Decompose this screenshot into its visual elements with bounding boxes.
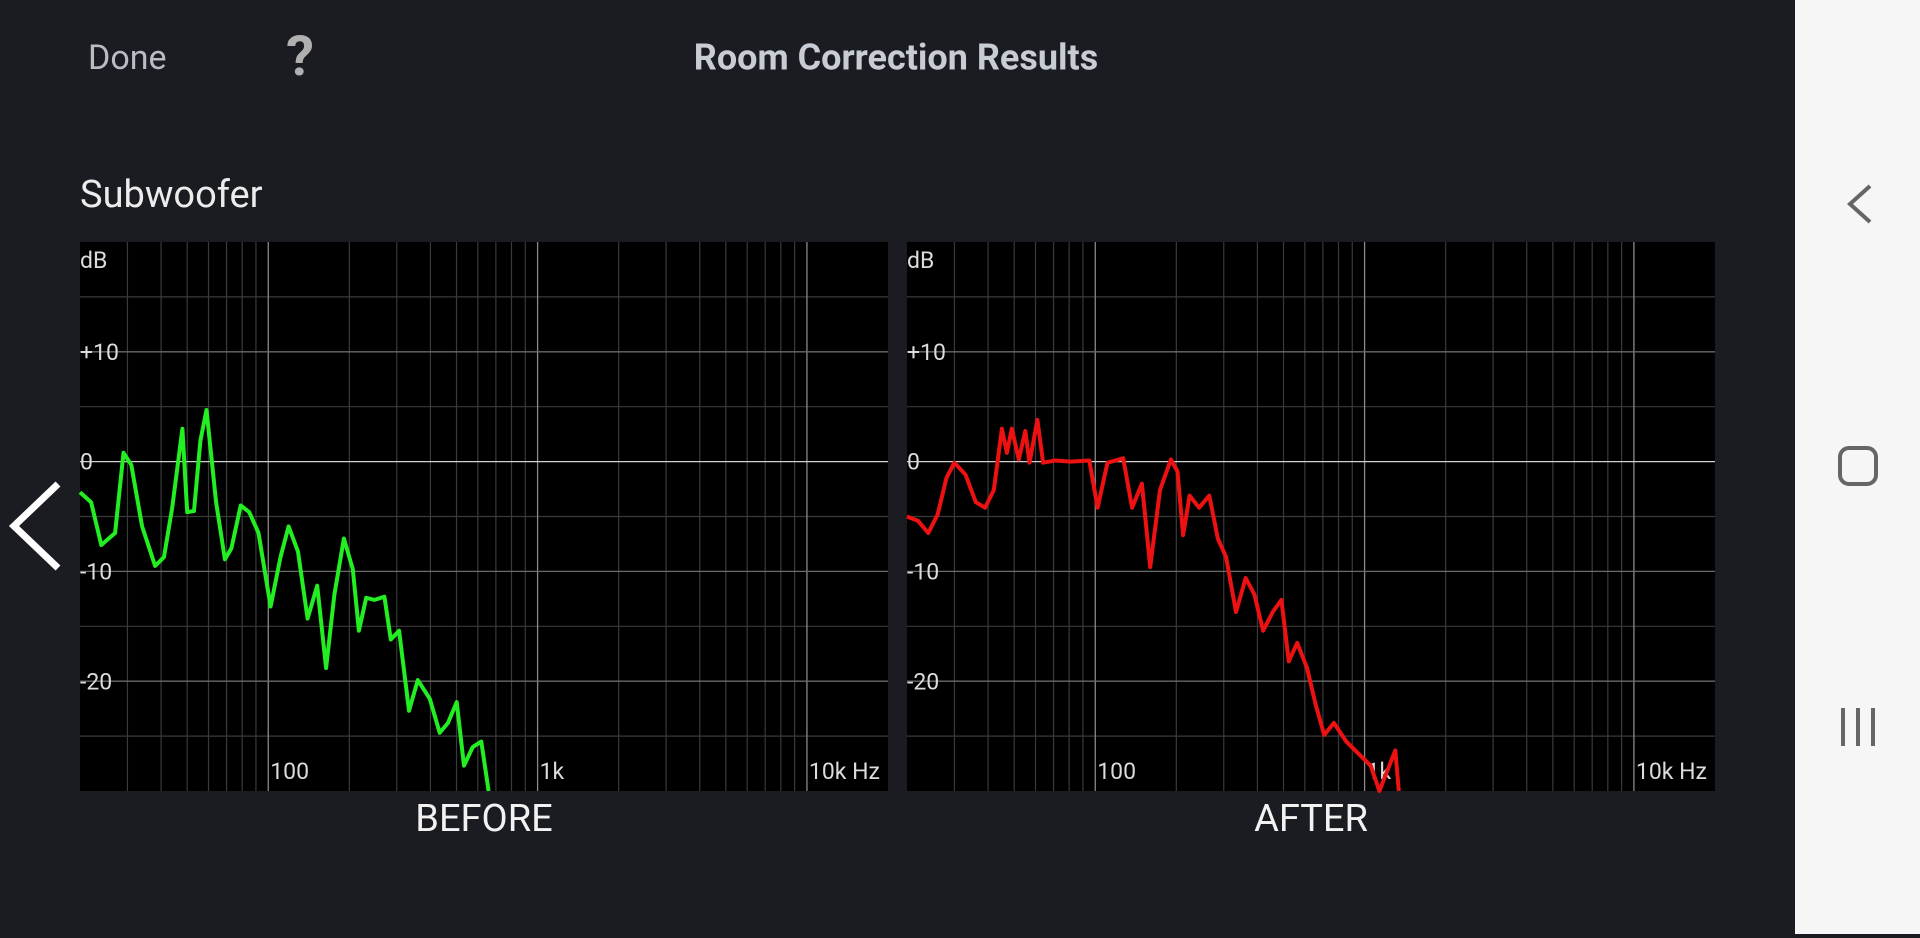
y-tick-label: -10: [907, 558, 939, 585]
previous-arrow[interactable]: [8, 481, 61, 571]
y-tick-label: -10: [80, 558, 112, 585]
response-line: [906, 417, 1401, 793]
y-tick-label: 0: [907, 449, 920, 476]
x-tick-label: 1k: [540, 758, 565, 785]
y-unit-label: dB: [907, 247, 934, 274]
y-tick-label: +10: [907, 339, 946, 366]
nav-back[interactable]: [1847, 184, 1872, 224]
section-title: Subwoofer: [80, 173, 263, 217]
screen-title: Room Correction Results: [694, 37, 1098, 79]
y-tick-label: +10: [80, 339, 119, 366]
y-tick-label: -20: [907, 668, 939, 695]
response-line: [78, 408, 491, 792]
nav-bar: [1795, 0, 1920, 934]
chart-caption: BEFORE: [415, 797, 552, 841]
y-unit-label: dB: [80, 247, 107, 274]
chart-caption: AFTER: [1254, 797, 1368, 841]
nav-recents[interactable]: [1841, 708, 1875, 746]
y-tick-label: 0: [80, 449, 93, 476]
done-button[interactable]: Done: [88, 38, 167, 78]
help-button[interactable]: ?: [286, 23, 314, 89]
nav-home[interactable]: [1838, 446, 1878, 486]
x-tick-label: 100: [1097, 758, 1136, 785]
x-tick-label: 100: [270, 758, 309, 785]
x-tick-label: 10k Hz: [1636, 758, 1707, 785]
y-tick-label: -20: [80, 668, 112, 695]
x-tick-label: 10k Hz: [809, 758, 880, 785]
